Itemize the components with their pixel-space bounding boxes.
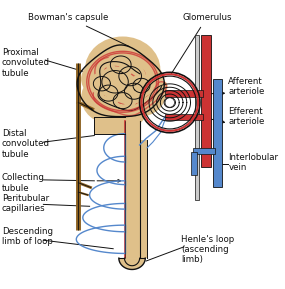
FancyBboxPatch shape [165,90,203,97]
FancyBboxPatch shape [125,121,140,258]
FancyBboxPatch shape [94,117,125,134]
FancyBboxPatch shape [193,148,215,154]
Circle shape [165,98,174,107]
FancyBboxPatch shape [195,35,199,200]
Ellipse shape [129,62,163,96]
Text: Peritubular
capillaries: Peritubular capillaries [2,194,49,213]
FancyBboxPatch shape [201,35,211,167]
Text: Distal
convoluted
tubule: Distal convoluted tubule [2,129,50,159]
Text: Glomerulus: Glomerulus [171,13,231,74]
Text: Collecting
tubule: Collecting tubule [2,173,45,193]
Text: Henle's loop
(ascending
limb): Henle's loop (ascending limb) [181,235,234,264]
Ellipse shape [113,70,166,117]
FancyBboxPatch shape [213,79,222,188]
Text: Afferent
arteriole: Afferent arteriole [228,77,265,96]
FancyBboxPatch shape [165,114,203,120]
Ellipse shape [85,36,160,103]
Text: Efferent
arteriole: Efferent arteriole [228,107,265,126]
Text: Bowman's capsule: Bowman's capsule [28,13,130,47]
FancyBboxPatch shape [191,151,197,175]
Ellipse shape [81,71,141,124]
Text: Descending
limb of loop: Descending limb of loop [2,227,53,247]
Text: Interlobular
vein: Interlobular vein [228,153,278,172]
Ellipse shape [113,41,151,70]
Ellipse shape [94,43,141,77]
Text: Proximal
convoluted
tubule: Proximal convoluted tubule [2,48,50,78]
Ellipse shape [99,95,146,129]
Ellipse shape [81,60,123,98]
FancyBboxPatch shape [140,140,147,258]
